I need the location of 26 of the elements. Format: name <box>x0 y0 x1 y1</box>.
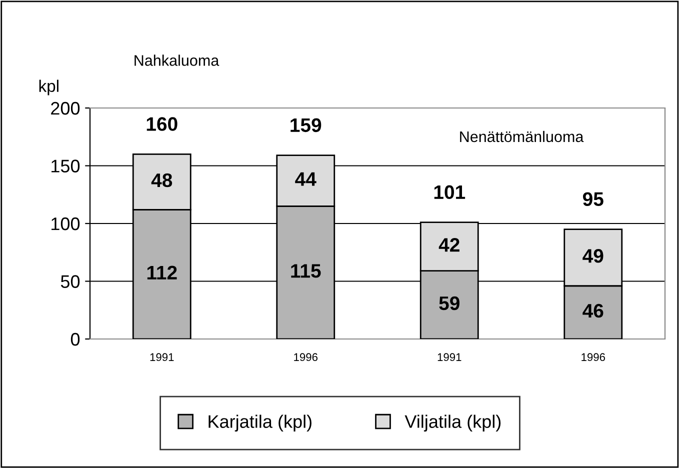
total-label: 159 <box>290 118 322 132</box>
total-label: 101 <box>434 185 466 200</box>
legend-label: Viljatila (kpl) <box>404 414 501 432</box>
total-label: 160 <box>146 117 178 131</box>
y-tick-label: 50 <box>60 275 80 288</box>
data-label: 49 <box>582 249 604 263</box>
x-tick-label: 1991 <box>150 353 174 362</box>
data-label: 112 <box>147 266 177 280</box>
data-label: 59 <box>439 296 460 310</box>
x-tick-label: 1996 <box>582 353 605 362</box>
legend-label: Karjatila (kpl) <box>208 414 312 432</box>
y-tick-label: 150 <box>52 160 80 172</box>
data-label: 115 <box>291 264 321 278</box>
y-axis-title: kpl <box>39 80 58 96</box>
data-label: 46 <box>582 304 604 318</box>
x-tick-label: 1991 <box>438 353 462 362</box>
total-label: 95 <box>582 192 604 206</box>
x-tick-label: 1996 <box>294 353 318 362</box>
y-tick-label: 0 <box>70 332 80 346</box>
y-tick-label: 200 <box>51 102 80 115</box>
data-label: 44 <box>295 172 316 186</box>
data-label: 42 <box>438 238 460 252</box>
y-tick-label: 100 <box>52 217 80 230</box>
data-label: 48 <box>151 173 172 188</box>
text: Nahkaluoma <box>134 54 220 66</box>
annotation: Nenättömänluoma <box>460 130 584 142</box>
